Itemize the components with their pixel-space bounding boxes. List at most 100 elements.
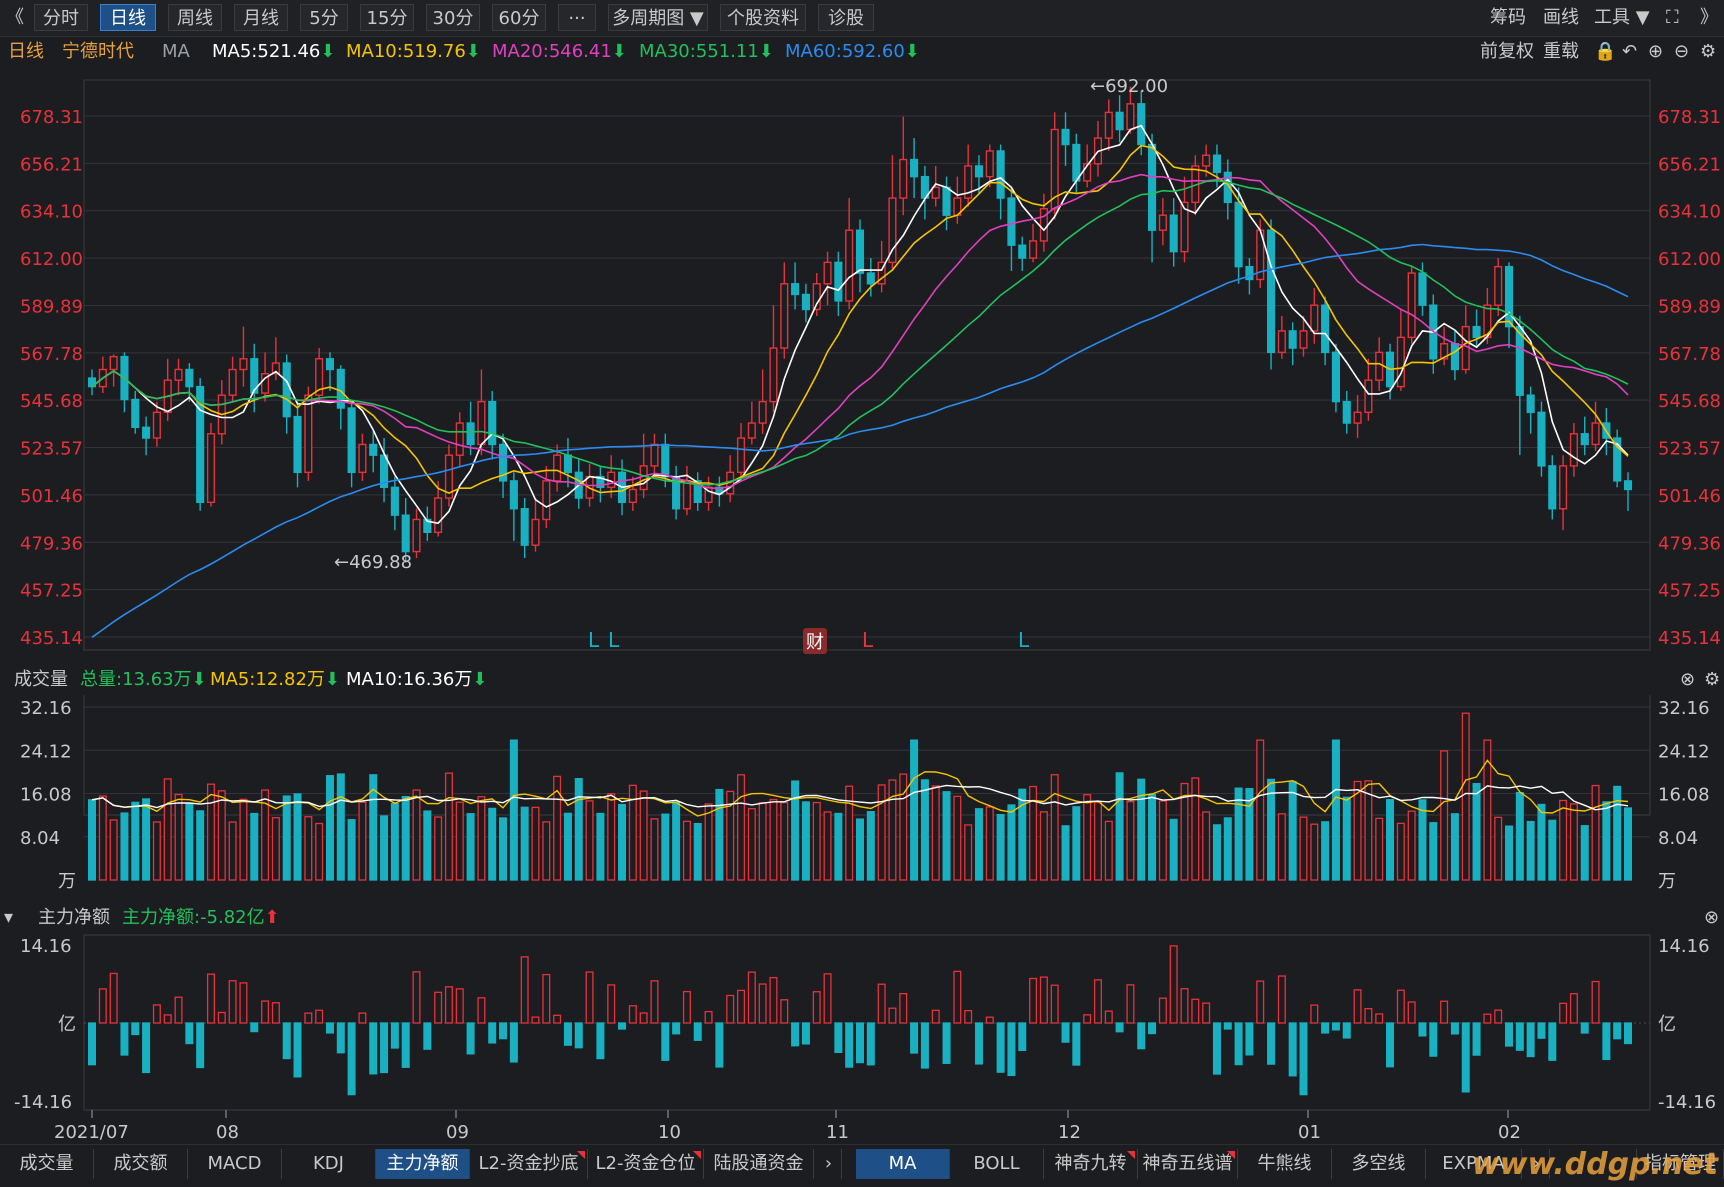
period-tab-0[interactable]: 分时 (34, 4, 88, 31)
candle-body (1548, 465, 1557, 510)
flow-bar (1407, 1001, 1416, 1024)
subchart-tab-2[interactable]: MACD (188, 1149, 282, 1179)
period-tab-1[interactable]: 日线 (100, 4, 156, 31)
candle (823, 251, 832, 306)
event-marker-L1[interactable]: L (588, 628, 600, 652)
draw-button[interactable]: 画线 (1543, 7, 1579, 28)
indicator-name[interactable]: MA (162, 41, 190, 62)
period-tab-8[interactable]: ··· (558, 4, 596, 31)
volume-bar (455, 801, 464, 881)
volume-bar (1623, 807, 1633, 881)
candle-body (1126, 103, 1135, 131)
price-tick-right: 678.31 (1658, 107, 1721, 128)
flow-value: 主力净额:-5.82亿⬆ (122, 907, 280, 928)
subchart-tab-3[interactable]: KDJ (282, 1149, 376, 1179)
zoom-in-icon[interactable]: ⊕ (1648, 41, 1664, 62)
period-tab-3[interactable]: 月线 (234, 4, 288, 31)
flow-bar (1137, 1022, 1146, 1050)
stock-name[interactable]: 宁德时代 (62, 41, 134, 62)
flow-bar (1299, 1022, 1308, 1096)
flow-bar (1559, 1002, 1568, 1024)
candle (801, 283, 810, 323)
candle (1180, 176, 1189, 263)
candle-body (444, 454, 454, 499)
flow-bar (769, 976, 778, 1024)
candle-body (834, 261, 843, 302)
reload-button[interactable]: 重载 (1543, 41, 1579, 62)
main-indicator-tabs-next-icon[interactable]: › (1524, 1149, 1550, 1179)
candle (1029, 223, 1038, 263)
flow-bar (758, 983, 767, 1024)
event-marker-L2[interactable]: L (608, 628, 620, 652)
main-indicator-tab-3[interactable]: 神奇五线谱 (1138, 1149, 1238, 1179)
main-indicator-tab-6[interactable]: EXPMA (1426, 1149, 1522, 1179)
volume-bar (910, 739, 919, 881)
volume-bar (271, 817, 280, 881)
price-tick-left: 501.46 (20, 486, 83, 507)
period-tab-5[interactable]: 15分 (360, 4, 414, 31)
main-indicator-tab-2[interactable]: 神奇九转 (1044, 1149, 1138, 1179)
flow-bar (866, 1022, 875, 1066)
subchart-tab-7[interactable]: 陆股通资金 (704, 1149, 814, 1179)
period-tab-7[interactable]: 60分 (492, 4, 546, 31)
collapse-flow-panel-icon[interactable]: ▾ (4, 907, 14, 928)
fullscreen-icon[interactable]: ⛶ (1666, 7, 1679, 28)
candle-body (315, 358, 324, 396)
subchart-tab-0[interactable]: 成交量 (0, 1149, 94, 1179)
period-tab-2[interactable]: 周线 (168, 4, 222, 31)
event-marker-L3[interactable]: L (862, 628, 874, 652)
main-indicator-tab-4[interactable]: 牛熊线 (1238, 1149, 1332, 1179)
forward-adjust-button[interactable]: 前复权 (1480, 41, 1534, 62)
candle (1440, 326, 1449, 366)
zoom-out-icon[interactable]: ⊖ (1674, 41, 1690, 62)
flow-bar (520, 956, 529, 1024)
period-tab-10[interactable]: 个股资料 (720, 4, 806, 31)
price-tick-right: 567.78 (1658, 344, 1721, 365)
volume-bar (1472, 783, 1481, 881)
main-indicator-tab-1[interactable]: BOLL (950, 1149, 1044, 1179)
main-indicator-tab-0[interactable]: MA (856, 1149, 950, 1179)
price-panel-frame (83, 79, 1651, 651)
flow-bar (217, 1011, 226, 1024)
price-tick-left: 545.68 (20, 391, 83, 412)
period-tab-4[interactable]: 5分 (300, 4, 348, 31)
financial-report-marker[interactable]: 财 (803, 628, 827, 654)
main-indicator-tab-5[interactable]: 多空线 (1332, 1149, 1426, 1179)
flow-bar (434, 991, 443, 1024)
subchart-tab-6[interactable]: L2-资金仓位 (588, 1149, 704, 1179)
subchart-tab-4[interactable]: 主力净额 (376, 1149, 470, 1179)
undo-icon[interactable]: ↶ (1622, 41, 1638, 62)
lock-icon[interactable]: 🔒 (1594, 41, 1617, 62)
chips-button[interactable]: 筹码 (1490, 7, 1526, 28)
flow-bar (369, 1022, 378, 1075)
volume-panel-title[interactable]: 成交量 (14, 669, 68, 690)
collapse-right-button[interactable]: 》 (1700, 7, 1718, 28)
period-tab-11[interactable]: 诊股 (818, 4, 874, 31)
settings-icon[interactable]: ⚙ (1700, 41, 1717, 62)
period-tab-9[interactable]: 多周期图 ▼ (608, 4, 708, 31)
close-flow-panel-icon[interactable]: ⊗ (1704, 907, 1720, 928)
close-volume-panel-icon[interactable]: ⊗ (1680, 669, 1696, 690)
kline-chart[interactable]: 678.31 678.31 656.21 656.21 634.10 634.10 612.… (0, 67, 1724, 1172)
flow-bar (726, 994, 735, 1024)
candle-body (509, 480, 518, 510)
candle (1331, 343, 1340, 413)
candle (509, 472, 518, 541)
candle-body (1569, 433, 1578, 467)
tools-menu-button[interactable]: 工具 ▼ (1594, 7, 1650, 28)
candle (1407, 266, 1416, 344)
period-tab-6[interactable]: 30分 (426, 4, 480, 31)
event-marker-L4[interactable]: L (1018, 628, 1030, 652)
collapse-left-button[interactable]: 《 (6, 7, 24, 28)
flow-panel-title[interactable]: 主力净额 (38, 907, 110, 928)
flow-bar (1461, 1022, 1470, 1093)
subchart-tab-5[interactable]: L2-资金抄底 (470, 1149, 588, 1179)
subchart-tabs-next-icon[interactable]: › (816, 1149, 842, 1179)
flow-bar (401, 1022, 410, 1068)
volume-settings-icon[interactable]: ⚙ (1704, 669, 1721, 690)
ma20-value: MA20:546.41⬇ (492, 41, 627, 62)
flow-bar (1180, 988, 1189, 1024)
subchart-tab-1[interactable]: 成交额 (94, 1149, 188, 1179)
candle (228, 356, 237, 402)
candle (531, 498, 540, 552)
